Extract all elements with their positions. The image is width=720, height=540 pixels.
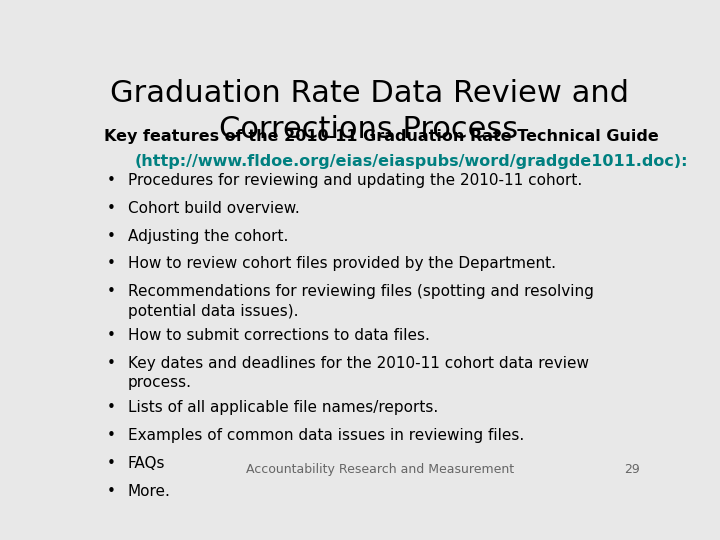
- Text: •: •: [107, 484, 116, 499]
- Text: Cohort build overview.: Cohort build overview.: [128, 201, 300, 216]
- Text: •: •: [107, 428, 116, 443]
- Text: More.: More.: [128, 484, 171, 499]
- Text: •: •: [107, 356, 116, 371]
- Text: Graduation Rate Data Review and
Corrections Process: Graduation Rate Data Review and Correcti…: [109, 79, 629, 144]
- Text: Lists of all applicable file names/reports.: Lists of all applicable file names/repor…: [128, 400, 438, 415]
- Text: •: •: [107, 201, 116, 216]
- Text: •: •: [107, 400, 116, 415]
- Text: Accountability Research and Measurement: Accountability Research and Measurement: [246, 463, 514, 476]
- Text: 29: 29: [624, 463, 639, 476]
- Text: •: •: [107, 256, 116, 272]
- Text: Recommendations for reviewing files (spotting and resolving
potential data issue: Recommendations for reviewing files (spo…: [128, 285, 594, 319]
- Text: How to review cohort files provided by the Department.: How to review cohort files provided by t…: [128, 256, 556, 272]
- Text: •: •: [107, 173, 116, 188]
- Text: •: •: [107, 228, 116, 244]
- Text: Adjusting the cohort.: Adjusting the cohort.: [128, 228, 288, 244]
- Text: Examples of common data issues in reviewing files.: Examples of common data issues in review…: [128, 428, 524, 443]
- Text: •: •: [107, 285, 116, 299]
- Text: •: •: [107, 456, 116, 471]
- Text: (http://www.fldoe.org/eias/eiaspubs/word/gradgde1011.doc):: (http://www.fldoe.org/eias/eiaspubs/word…: [135, 154, 688, 169]
- Text: •: •: [107, 328, 116, 343]
- Text: Key features of the 2010-11 Graduation Rate Technical Guide: Key features of the 2010-11 Graduation R…: [104, 129, 659, 144]
- Text: How to submit corrections to data files.: How to submit corrections to data files.: [128, 328, 430, 343]
- Text: Procedures for reviewing and updating the 2010-11 cohort.: Procedures for reviewing and updating th…: [128, 173, 582, 188]
- Text: Key dates and deadlines for the 2010-11 cohort data review
process.: Key dates and deadlines for the 2010-11 …: [128, 356, 589, 390]
- Text: FAQs: FAQs: [128, 456, 166, 471]
